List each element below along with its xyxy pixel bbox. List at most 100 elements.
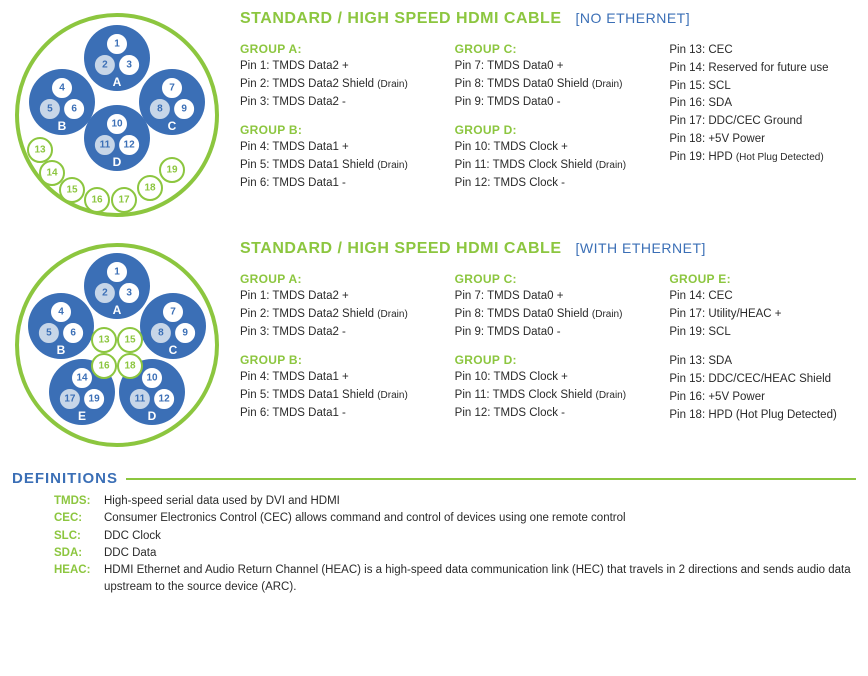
pin-label-10: 10 (146, 373, 158, 384)
pin-label-4: 4 (59, 83, 65, 94)
section-1: 123A456B789C101112D141719E13151618STANDA… (12, 240, 856, 450)
definition-term: SDA: (54, 545, 98, 562)
pin-label-14: 14 (76, 373, 88, 384)
section-title: STANDARD / HIGH SPEED HDMI CABLE (240, 240, 562, 258)
group-label-C: C (168, 119, 177, 133)
pinout-col-2: GROUP E: Pin 14: CECPin 17: Utility/HEAC … (669, 272, 856, 437)
definitions-section: DEFINITIONS TMDS: High-speed serial data u… (12, 470, 856, 597)
pin-line: Pin 17: DDC/CEC Ground (669, 113, 856, 131)
pin-line: Pin 12: TMDS Clock - (455, 175, 642, 193)
definitions-table: TMDS: High-speed serial data used by DVI … (54, 493, 856, 597)
pin-label-7: 7 (170, 307, 176, 318)
pin-line: Pin 10: TMDS Clock + (455, 139, 642, 157)
loose-pin-label-15: 15 (66, 185, 78, 196)
pinout-columns: GROUP A: Pin 1: TMDS Data2 +Pin 2: TMDS D… (240, 42, 856, 205)
definition-desc: High-speed serial data used by DVI and H… (104, 493, 856, 510)
pin-line: Pin 1: TMDS Data2 + (240, 58, 427, 76)
section-bracket: WITH ETHERNET (576, 240, 706, 256)
pin-line: Pin 19: HPD (Hot Plug Detected) (669, 149, 856, 167)
pin-label-12: 12 (124, 140, 136, 151)
loose-pin-label-13: 13 (98, 335, 110, 346)
section-title: STANDARD / HIGH SPEED HDMI CABLE (240, 10, 562, 28)
definitions-title: DEFINITIONS (12, 470, 856, 487)
loose-pin-label-16: 16 (91, 195, 103, 206)
pin-line: Pin 11: TMDS Clock Shield (Drain) (455, 387, 642, 405)
pin-line: Pin 7: TMDS Data0 + (455, 58, 642, 76)
pin-label-19: 19 (89, 394, 101, 405)
definition-desc: Consumer Electronics Control (CEC) allow… (104, 510, 856, 527)
pin-line: Pin 8: TMDS Data0 Shield (Drain) (455, 306, 642, 324)
pin-label-6: 6 (70, 328, 76, 339)
definition-row: SLC: DDC Clock (54, 528, 856, 545)
group-label-D: D (148, 409, 157, 423)
loose-pin-label-15: 15 (124, 335, 136, 346)
group-heading: GROUP E: (669, 272, 856, 286)
loose-pin-label-13: 13 (34, 145, 46, 156)
diagram-wrap: 123A456B789C101112D13141516171819 (12, 10, 222, 220)
pin-label-5: 5 (46, 328, 52, 339)
loose-pin-label-16: 16 (98, 361, 110, 372)
pin-line: Pin 13: CEC (669, 42, 856, 60)
definition-term: HEAC: (54, 562, 98, 597)
loose-pin-label-18: 18 (144, 183, 156, 194)
pin-line: Pin 2: TMDS Data2 Shield (Drain) (240, 306, 427, 324)
pin-line: Pin 14: Reserved for future use (669, 60, 856, 78)
loose-pin-label-14: 14 (46, 168, 58, 179)
definition-term: CEC: (54, 510, 98, 527)
pin-label-1: 1 (114, 267, 120, 278)
pin-line: Pin 7: TMDS Data0 + (455, 288, 642, 306)
definition-desc: HDMI Ethernet and Audio Return Channel (… (104, 562, 856, 597)
pin-line: Pin 18: +5V Power (669, 131, 856, 149)
pin-line: Pin 11: TMDS Clock Shield (Drain) (455, 157, 642, 175)
loose-pin-label-17: 17 (118, 195, 130, 206)
pin-label-11: 11 (135, 394, 146, 405)
pin-line: Pin 5: TMDS Data1 Shield (Drain) (240, 157, 427, 175)
definition-term: TMDS: (54, 493, 98, 510)
group-label-E: E (78, 409, 86, 423)
pin-line: Pin 6: TMDS Data1 - (240, 405, 427, 423)
pin-line: Pin 10: TMDS Clock + (455, 369, 642, 387)
definition-desc: DDC Clock (104, 528, 856, 545)
group-label-D: D (113, 155, 122, 169)
pin-line: Pin 4: TMDS Data1 + (240, 369, 427, 387)
cable-cross-section: 123A456B789C101112D141719E13151618 (12, 240, 222, 450)
definition-row: HEAC:HDMI Ethernet and Audio Return Chan… (54, 562, 856, 597)
group-label-A: A (113, 303, 122, 317)
pinout-col-2: Pin 13: CECPin 14: Reserved for future u… (669, 42, 856, 205)
pin-line: Pin 2: TMDS Data2 Shield (Drain) (240, 76, 427, 94)
pin-line: Pin 3: TMDS Data2 - (240, 94, 427, 112)
pin-label-11: 11 (100, 140, 111, 151)
pin-line: Pin 13: SDA (669, 353, 856, 371)
definition-row: TMDS: High-speed serial data used by DVI … (54, 493, 856, 510)
group-heading: GROUP A: (240, 42, 427, 56)
pin-line: Pin 12: TMDS Clock - (455, 405, 642, 423)
group-heading: GROUP D: (455, 353, 642, 367)
pin-line: Pin 14: CEC (669, 288, 856, 306)
pin-label-10: 10 (111, 119, 123, 130)
pin-line: Pin 8: TMDS Data0 Shield (Drain) (455, 76, 642, 94)
section-info: STANDARD / HIGH SPEED HDMI CABLE WITH ETH… (240, 240, 856, 450)
pinout-col-0: GROUP A: Pin 1: TMDS Data2 +Pin 2: TMDS D… (240, 42, 427, 205)
section-info: STANDARD / HIGH SPEED HDMI CABLENO ETHER… (240, 10, 856, 220)
pin-label-8: 8 (158, 328, 164, 339)
pin-label-9: 9 (182, 328, 188, 339)
group-heading: GROUP D: (455, 123, 642, 137)
pin-line: Pin 9: TMDS Data0 - (455, 94, 642, 112)
pin-line: Pin 6: TMDS Data1 - (240, 175, 427, 193)
pin-line: Pin 17: Utility/HEAC + (669, 306, 856, 324)
pin-line: Pin 15: DDC/CEC/HEAC Shield (669, 371, 856, 389)
definition-term: SLC: (54, 528, 98, 545)
pin-label-9: 9 (181, 104, 187, 115)
pin-line: Pin 5: TMDS Data1 Shield (Drain) (240, 387, 427, 405)
pin-label-8: 8 (157, 104, 163, 115)
definition-desc: DDC Data (104, 545, 856, 562)
pin-label-12: 12 (159, 394, 171, 405)
group-heading: GROUP C: (455, 42, 642, 56)
diagram-wrap: 123A456B789C101112D141719E13151618 (12, 240, 222, 450)
group-heading: GROUP B: (240, 353, 427, 367)
group-heading: GROUP B: (240, 123, 427, 137)
pin-label-1: 1 (114, 39, 120, 50)
pin-label-3: 3 (126, 60, 132, 71)
pin-line: Pin 15: SCL (669, 78, 856, 96)
pin-line: Pin 1: TMDS Data2 + (240, 288, 427, 306)
